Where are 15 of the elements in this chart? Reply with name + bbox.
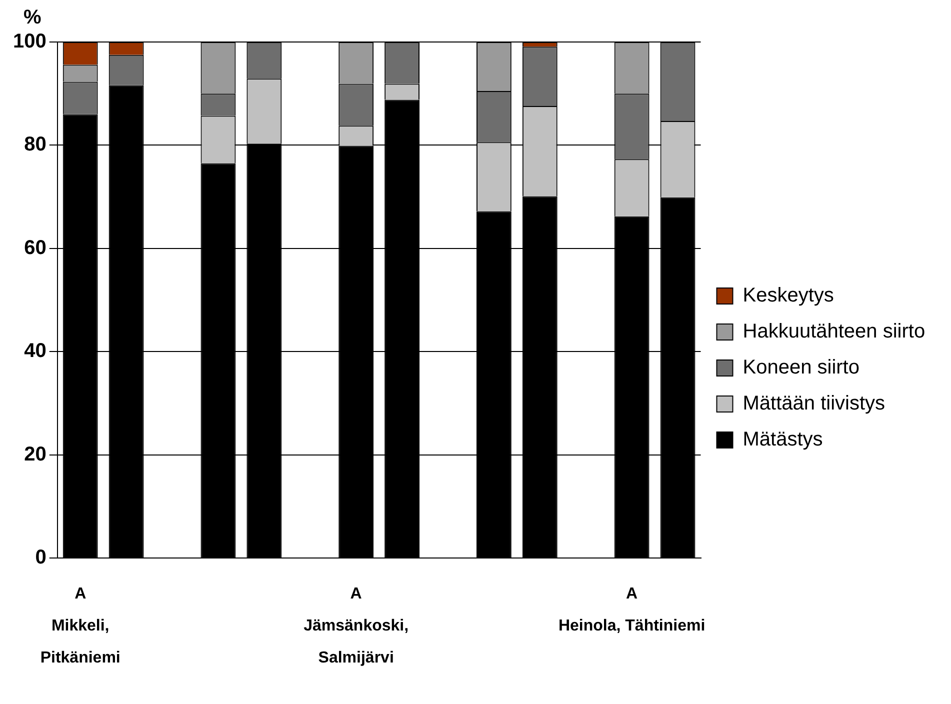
x-tick-label: A Jämsänkoski, Salmijärvi (304, 585, 409, 666)
legend-label: Mätästys (742, 428, 823, 451)
x-tick-label: A Heinola, Tähtiniemi (558, 585, 706, 634)
y-tick-label: 40 (24, 340, 46, 362)
y-tick-label: 0 (35, 546, 46, 569)
legend-label: Mättään tiivistys (742, 392, 886, 415)
legend-label: Keskeytys (742, 284, 834, 307)
legend-label: Hakkuutähteen siirto (742, 320, 926, 343)
y-axis-title: % (23, 6, 42, 29)
y-tick-label: 60 (24, 236, 46, 259)
legend-label: Koneen siirto (742, 356, 860, 379)
y-tick-label: 100 (12, 30, 46, 53)
y-tick-label: 80 (24, 134, 46, 156)
x-tick-label: A Mikkeli, Pitkäniemi (40, 585, 120, 666)
y-tick-label: 20 (24, 443, 46, 466)
